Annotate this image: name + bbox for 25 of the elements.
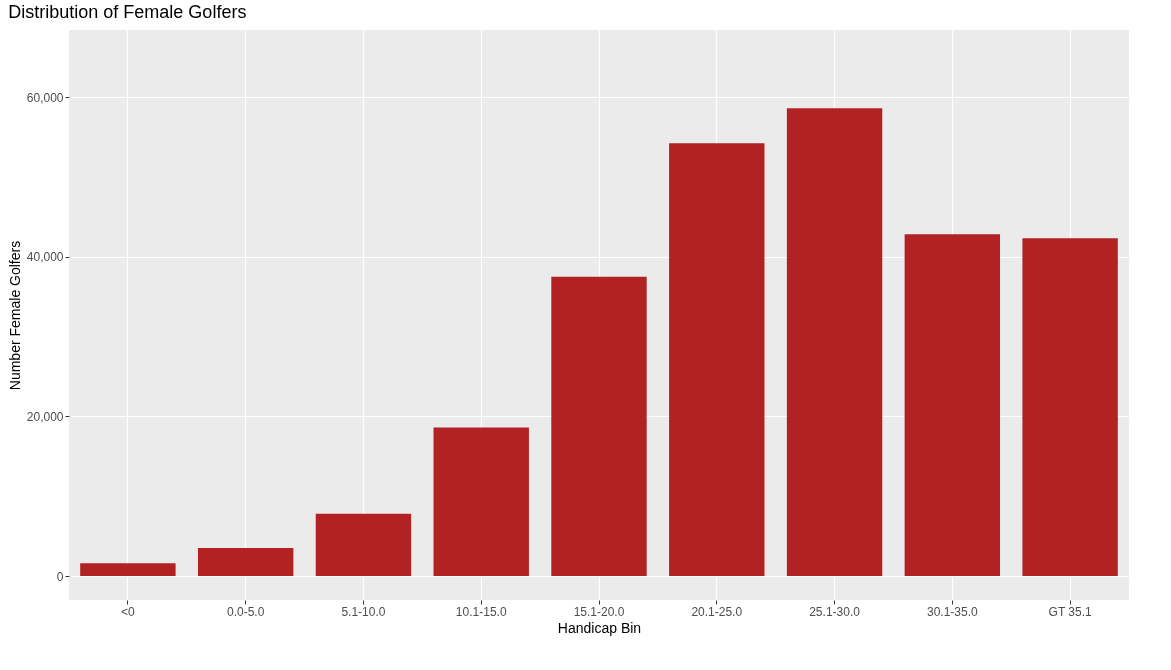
x-tick-label: 10.1-15.0 bbox=[455, 604, 507, 619]
bar bbox=[80, 563, 176, 577]
x-tick-label: 30.1-35.0 bbox=[926, 604, 979, 619]
x-tick-label: 0.0-5.0 bbox=[226, 604, 265, 619]
chart-title: Distribution of Female Golfers bbox=[8, 2, 247, 22]
x-tick-label: GT 35.1 bbox=[1048, 604, 1092, 619]
bar bbox=[551, 276, 647, 577]
x-axis-title: Handicap Bin bbox=[557, 619, 642, 636]
x-tick-label: 20.1-25.0 bbox=[691, 604, 743, 619]
y-tick-label: 20,000 bbox=[26, 409, 64, 424]
bar bbox=[669, 143, 765, 577]
bar bbox=[197, 548, 294, 577]
y-axis-title: Number Female Golfers bbox=[6, 240, 23, 391]
bar bbox=[786, 108, 883, 577]
x-tick-label: 15.1-20.0 bbox=[573, 604, 625, 619]
x-tick-label: <0 bbox=[121, 604, 136, 619]
bar bbox=[315, 513, 412, 577]
bar bbox=[433, 427, 529, 577]
y-tick-label: 40,000 bbox=[26, 250, 64, 265]
y-tick-label: 0 bbox=[56, 569, 64, 584]
bar bbox=[904, 234, 1001, 577]
x-tick-label: 25.1-30.0 bbox=[809, 604, 861, 619]
x-tick-label: 5.1-10.0 bbox=[341, 604, 386, 619]
y-tick-label: 60,000 bbox=[26, 90, 64, 105]
bar bbox=[1022, 238, 1118, 577]
